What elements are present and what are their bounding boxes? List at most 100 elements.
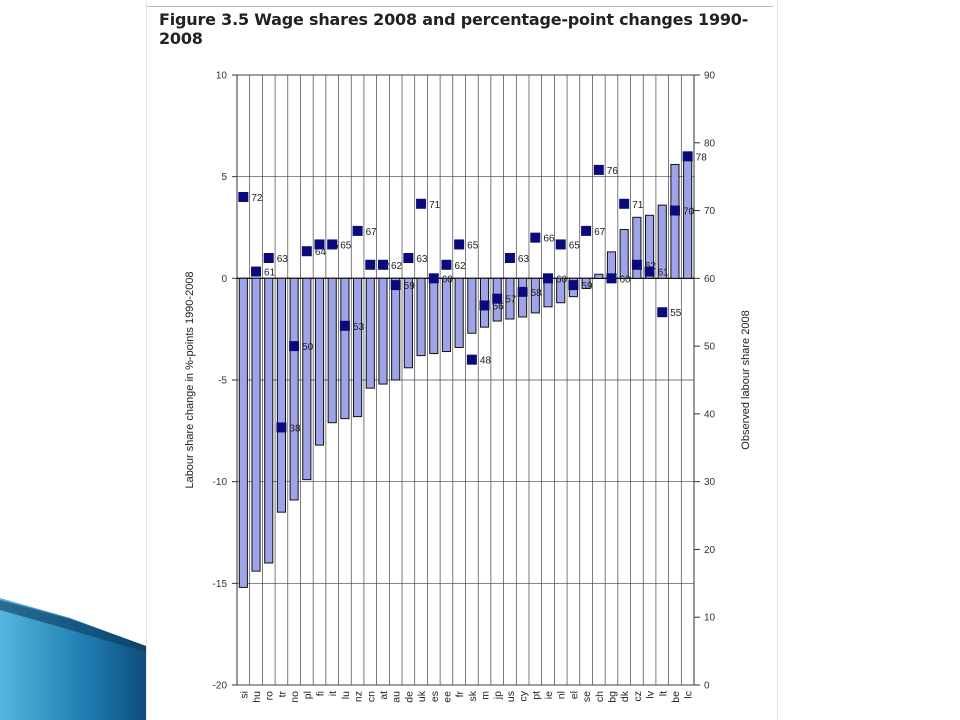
x-category-label: pl <box>302 691 314 699</box>
data-bar <box>314 277 325 446</box>
data-label: 63 <box>416 254 428 265</box>
data-marker <box>428 273 439 284</box>
x-category-label: uk <box>416 690 428 702</box>
data-label: 48 <box>480 356 492 367</box>
data-bar <box>505 277 515 320</box>
x-category-label: jp <box>492 691 504 700</box>
data-label: 65 <box>467 240 479 251</box>
data-marker <box>644 266 655 277</box>
data-marker <box>657 307 668 318</box>
data-label: 61 <box>264 268 276 279</box>
data-bar <box>391 277 401 381</box>
data-bar <box>632 216 642 279</box>
x-category-label: m <box>480 691 492 700</box>
data-marker <box>403 253 414 263</box>
x-category-label: se <box>581 691 593 702</box>
x-category-label: sk <box>467 690 479 701</box>
data-label: 64 <box>315 247 327 258</box>
data-label: 71 <box>429 200 441 211</box>
x-category-label: pt <box>530 691 542 700</box>
data-marker <box>352 225 363 236</box>
data-bar <box>353 277 363 418</box>
data-label: 72 <box>251 193 263 204</box>
x-category-label: nz <box>353 691 365 702</box>
data-label: 62 <box>454 261 466 272</box>
data-marker <box>543 273 554 284</box>
data-label: 71 <box>632 200 644 211</box>
data-marker <box>619 198 630 209</box>
data-marker <box>568 280 579 291</box>
data-bar <box>581 277 591 290</box>
x-category-label: cn <box>365 691 377 702</box>
y2-tick-label: 80 <box>704 138 716 149</box>
data-label: 62 <box>391 261 403 272</box>
data-label: 60 <box>442 274 454 285</box>
y-tick-label: -15 <box>213 579 228 590</box>
x-category-label: lv <box>645 690 657 698</box>
y2-tick-label: 90 <box>704 71 716 82</box>
y2-tick-label: 70 <box>704 206 716 217</box>
data-label: 67 <box>366 227 378 238</box>
data-label: 63 <box>277 254 289 265</box>
data-bar <box>340 277 350 420</box>
data-marker <box>301 246 312 257</box>
data-bar <box>378 277 388 385</box>
data-marker <box>251 266 262 277</box>
data-marker <box>555 239 566 250</box>
x-category-label: de <box>403 691 415 703</box>
x-category-label: es <box>429 691 441 702</box>
data-label: 70 <box>683 207 695 218</box>
x-category-label: lt <box>657 691 669 696</box>
x-category-label: ch <box>594 691 606 702</box>
data-marker <box>581 225 592 236</box>
x-category-label: cz <box>632 691 644 702</box>
y2-tick-label: 0 <box>704 681 710 692</box>
y-tick-label: -10 <box>213 477 228 488</box>
data-label: 60 <box>556 274 568 285</box>
data-bar <box>441 277 452 353</box>
data-marker <box>504 253 515 263</box>
data-marker <box>314 239 325 250</box>
data-label: 65 <box>569 240 581 251</box>
data-marker <box>390 280 401 291</box>
data-label: 76 <box>607 166 619 177</box>
data-bar <box>365 277 375 389</box>
x-category-label: at <box>378 691 390 700</box>
data-bar <box>594 273 604 279</box>
x-category-label: tr <box>276 691 288 698</box>
x-category-label: lc <box>683 691 695 699</box>
data-marker <box>669 205 680 216</box>
data-marker <box>682 151 693 162</box>
data-bar <box>264 277 274 564</box>
data-label: 66 <box>543 234 555 245</box>
data-marker <box>593 164 604 175</box>
y2-tick-label: 50 <box>704 342 716 353</box>
data-bar <box>454 277 464 348</box>
data-marker <box>289 341 300 352</box>
data-marker <box>416 198 427 209</box>
data-marker <box>238 192 249 202</box>
y-tick-label: 5 <box>221 172 227 183</box>
x-category-label: el <box>568 691 580 699</box>
data-marker <box>339 320 350 331</box>
data-label: 63 <box>518 254 530 265</box>
x-category-label: be <box>670 691 682 703</box>
data-bar <box>238 277 248 588</box>
data-marker <box>479 300 490 311</box>
data-marker <box>466 354 477 365</box>
data-marker <box>517 286 528 297</box>
figure-top-rule <box>147 6 773 7</box>
data-bar <box>530 277 540 314</box>
data-bar <box>302 277 312 481</box>
x-category-label: dk <box>619 690 631 702</box>
data-label: 62 <box>645 261 657 272</box>
x-category-label: fr <box>454 691 466 698</box>
data-marker <box>377 259 388 270</box>
data-label: 60 <box>619 274 631 285</box>
y2-tick-label: 20 <box>704 545 716 556</box>
data-label: 61 <box>658 268 670 279</box>
data-marker <box>606 273 617 284</box>
data-bar <box>645 214 655 279</box>
